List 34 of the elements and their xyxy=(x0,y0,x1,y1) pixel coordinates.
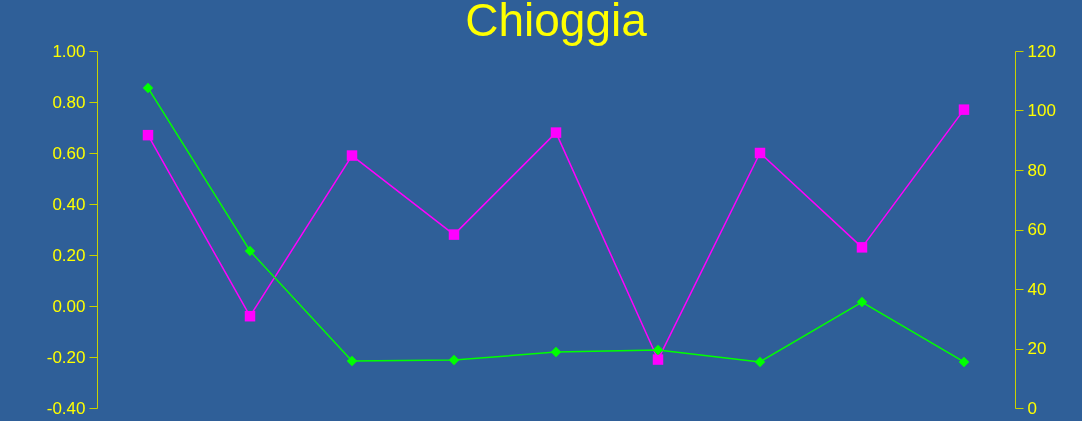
y2-tick-label: 60 xyxy=(1027,220,1047,239)
y-tick-label: -0.20 xyxy=(46,347,86,367)
point xyxy=(652,344,664,356)
y2-tick-label: 20 xyxy=(1027,339,1047,358)
point xyxy=(958,356,970,368)
y2-tick-label: 0 xyxy=(1027,398,1037,418)
point xyxy=(448,229,460,240)
y2-tick-label: 40 xyxy=(1027,279,1047,299)
point xyxy=(652,354,664,365)
point xyxy=(550,127,562,138)
point xyxy=(142,82,154,94)
y-tick-label: 1.00 xyxy=(52,41,86,61)
y2-tick-label: 120 xyxy=(1027,41,1056,61)
point xyxy=(754,147,766,159)
point xyxy=(958,104,970,115)
point xyxy=(550,346,562,358)
point xyxy=(142,129,154,141)
point xyxy=(244,310,256,322)
chart-title: Chioggia xyxy=(465,0,648,46)
point xyxy=(346,355,358,367)
y2-tick-label: 80 xyxy=(1027,160,1047,180)
point xyxy=(448,354,460,366)
point xyxy=(244,245,256,257)
point xyxy=(856,296,868,308)
point xyxy=(346,150,358,161)
y-tick-label: 0.40 xyxy=(52,194,86,214)
y-tick-label: 0.80 xyxy=(52,92,86,112)
y-tick-label: 0.60 xyxy=(52,143,86,163)
y-tick-label: 0.20 xyxy=(52,245,86,265)
y-tick-label: 0.00 xyxy=(52,296,86,316)
point xyxy=(754,356,766,368)
point xyxy=(856,242,868,253)
y-tick-label: -0.40 xyxy=(46,398,86,418)
y2-tick-label: 100 xyxy=(1027,101,1056,120)
